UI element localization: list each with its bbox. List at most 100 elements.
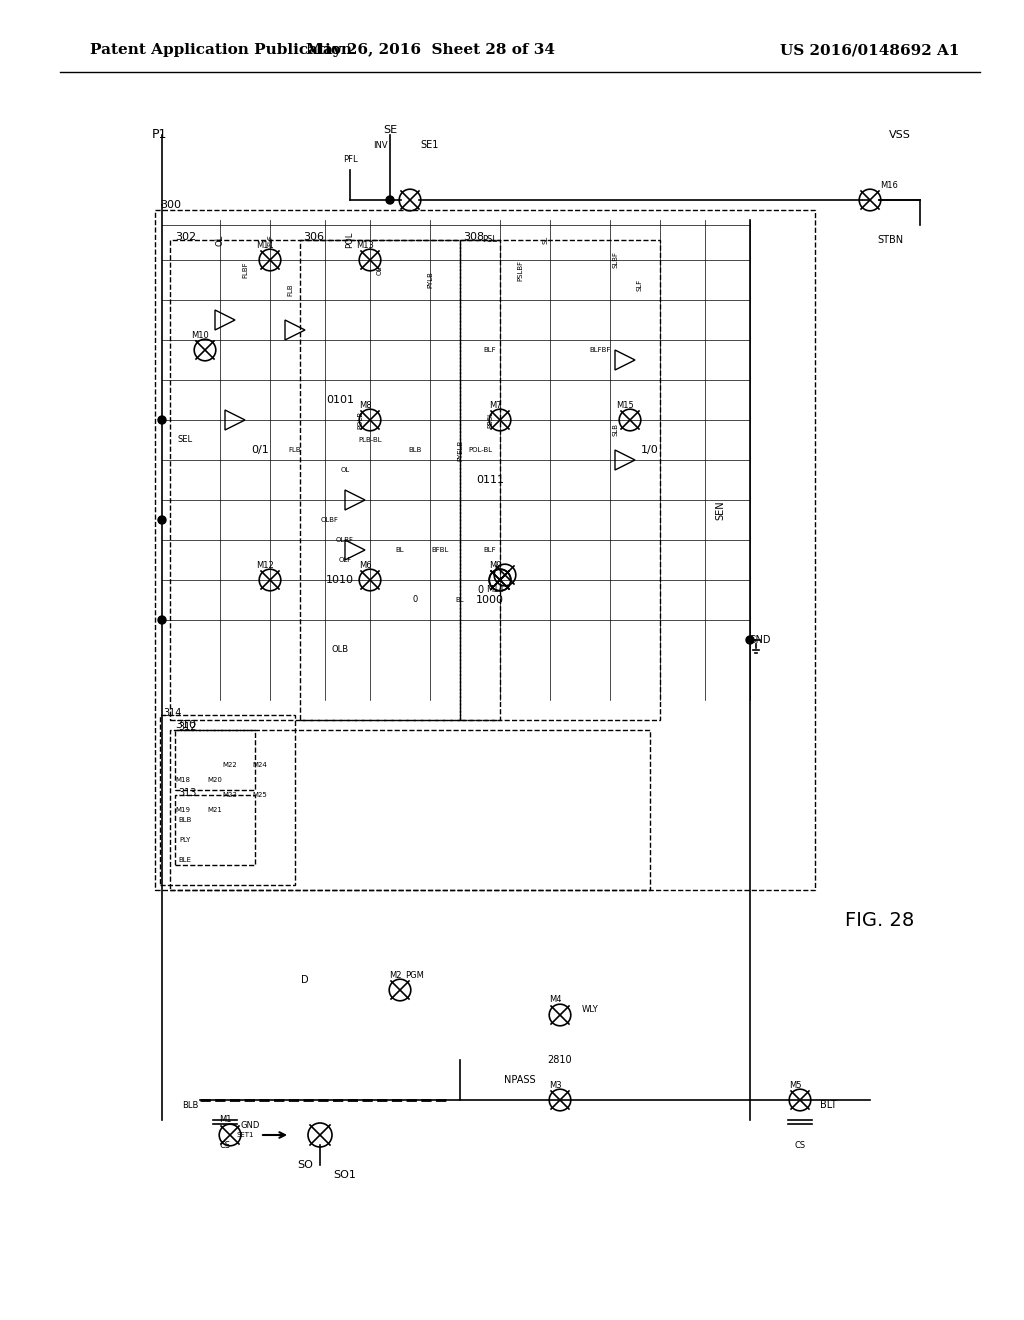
Text: FLB: FLB <box>287 284 293 296</box>
Text: BLFBF: BLFBF <box>590 347 610 352</box>
Text: BLB: BLB <box>178 817 191 822</box>
Text: 0101: 0101 <box>326 395 354 405</box>
Text: PYLB: PYLB <box>427 272 433 289</box>
Text: OL: OL <box>340 467 349 473</box>
Bar <box>175 795 255 865</box>
Text: BLT: BLT <box>820 1100 837 1110</box>
Text: GND: GND <box>241 1121 260 1130</box>
Text: 0/1: 0/1 <box>251 445 269 455</box>
Text: CS: CS <box>219 1140 230 1150</box>
Text: POL: POL <box>345 232 354 248</box>
Text: M23: M23 <box>222 792 238 799</box>
Text: May 26, 2016  Sheet 28 of 34: May 26, 2016 Sheet 28 of 34 <box>305 44 555 57</box>
Text: M13: M13 <box>356 240 374 249</box>
Text: SL: SL <box>542 236 548 244</box>
Text: OLB: OLB <box>332 645 348 655</box>
Text: 1/0: 1/0 <box>641 445 658 455</box>
Text: 0: 0 <box>477 585 483 595</box>
Text: 308: 308 <box>463 232 484 242</box>
Text: 302: 302 <box>175 232 197 242</box>
Text: FLBF: FLBF <box>242 261 248 279</box>
Text: BLF: BLF <box>483 546 497 553</box>
Text: OLBF: OLBF <box>336 537 354 543</box>
Text: PFL: PFL <box>343 156 357 165</box>
Text: M22: M22 <box>222 762 238 768</box>
Text: PLY: PLY <box>179 837 190 843</box>
Text: NPASS: NPASS <box>504 1074 536 1085</box>
Text: VSS: VSS <box>889 129 911 140</box>
Text: M3: M3 <box>549 1081 561 1089</box>
Circle shape <box>386 195 394 205</box>
Text: SO: SO <box>297 1160 313 1170</box>
Text: M4: M4 <box>549 995 561 1005</box>
Circle shape <box>158 616 166 624</box>
Text: M10: M10 <box>191 330 209 339</box>
Text: M1: M1 <box>219 1115 231 1125</box>
Text: BFBL: BFBL <box>431 546 449 553</box>
Text: Patent Application Publication: Patent Application Publication <box>90 44 352 57</box>
Text: OL: OL <box>377 265 383 275</box>
Text: M16: M16 <box>880 181 898 190</box>
Text: SEN: SEN <box>715 500 725 520</box>
Text: SEL: SEL <box>177 436 193 445</box>
Text: M5: M5 <box>788 1081 801 1089</box>
Text: INV: INV <box>373 140 387 149</box>
Circle shape <box>158 416 166 424</box>
Text: CS: CS <box>795 1140 806 1150</box>
Text: M18: M18 <box>175 777 190 783</box>
Text: M8: M8 <box>358 400 372 409</box>
Bar <box>170 730 650 890</box>
Text: 310: 310 <box>175 719 196 730</box>
Text: 2810: 2810 <box>548 1055 572 1065</box>
Text: M24: M24 <box>253 762 267 768</box>
Text: 0: 0 <box>413 595 418 605</box>
Bar <box>160 715 295 884</box>
Text: 306: 306 <box>303 232 324 242</box>
Text: M21: M21 <box>208 807 222 813</box>
Text: M14: M14 <box>486 586 504 594</box>
Text: PGM: PGM <box>406 970 424 979</box>
Text: PSLBF: PSLBF <box>517 260 523 281</box>
Text: 313: 313 <box>178 788 197 799</box>
Bar <box>300 240 500 719</box>
Text: BL: BL <box>456 597 464 603</box>
Text: BL: BL <box>395 546 404 553</box>
Text: 0111: 0111 <box>476 475 504 484</box>
Text: BLE: BLE <box>178 857 191 863</box>
Text: SE: SE <box>383 125 397 135</box>
Text: M25: M25 <box>253 792 267 799</box>
Text: OLBF: OLBF <box>321 517 339 523</box>
Text: 300: 300 <box>160 201 181 210</box>
Text: M11: M11 <box>256 240 273 249</box>
Text: 1010: 1010 <box>326 576 354 585</box>
Bar <box>155 210 815 890</box>
Text: POLB: POLB <box>357 411 362 429</box>
Bar <box>170 240 460 719</box>
Text: 312: 312 <box>178 722 197 733</box>
Text: US 2016/0148692 A1: US 2016/0148692 A1 <box>780 44 959 57</box>
Text: M6: M6 <box>358 561 372 569</box>
Text: WLY: WLY <box>582 1006 598 1015</box>
Text: POL-BL: POL-BL <box>468 447 493 453</box>
Text: M9: M9 <box>488 561 502 569</box>
Text: GND: GND <box>749 635 771 645</box>
Text: SO1: SO1 <box>334 1170 356 1180</box>
Text: SLBF: SLBF <box>612 252 618 268</box>
Text: M2: M2 <box>389 970 401 979</box>
Text: FIG. 28: FIG. 28 <box>846 911 914 929</box>
Text: M15: M15 <box>616 400 634 409</box>
Text: PBSL: PBSL <box>487 412 493 429</box>
Text: OLF: OLF <box>338 557 351 564</box>
Circle shape <box>746 636 754 644</box>
Text: SE1: SE1 <box>421 140 439 150</box>
Circle shape <box>158 516 166 524</box>
Text: 1000: 1000 <box>476 595 504 605</box>
Text: M20: M20 <box>208 777 222 783</box>
Text: PYELB: PYELB <box>457 440 463 461</box>
Text: PSL: PSL <box>482 235 498 244</box>
Text: BLB: BLB <box>409 447 422 453</box>
Text: STBN: STBN <box>877 235 903 246</box>
Text: D: D <box>301 975 309 985</box>
Text: SET1: SET1 <box>237 1133 254 1138</box>
Bar <box>460 240 660 719</box>
